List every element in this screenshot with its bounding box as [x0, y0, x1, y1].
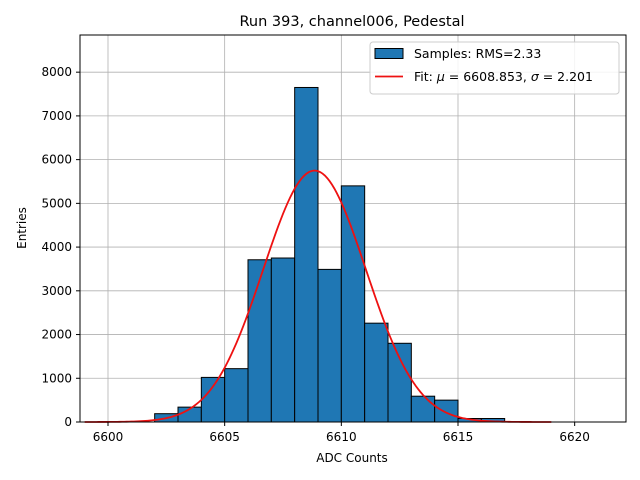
x-axis-label: ADC Counts	[316, 451, 388, 465]
x-tick-label: 6600	[93, 430, 124, 444]
y-tick-label: 2000	[41, 328, 72, 342]
histogram-bar	[364, 322, 389, 423]
y-tick-label: 8000	[41, 65, 72, 79]
fit-curve	[84, 169, 552, 423]
y-tick-label: 0	[64, 415, 72, 429]
legend: Samples: RMS=2.33 Fit: μ = 6608.853, σ =…	[369, 41, 620, 95]
x-tick-label: 6620	[559, 430, 590, 444]
histogram-bar	[434, 399, 459, 423]
plot-frame	[79, 34, 627, 423]
legend-fit-label: Fit: μ = 6608.853, σ = 2.201	[414, 69, 593, 84]
x-tick-label: 6615	[443, 430, 474, 444]
histogram-bar	[387, 342, 412, 423]
legend-mu-symbol: μ	[436, 69, 445, 84]
legend-mu-value: = 6608.853,	[445, 69, 531, 84]
histogram-bar	[224, 368, 249, 423]
y-tick-label: 7000	[41, 109, 72, 123]
y-tick-label: 4000	[41, 240, 72, 254]
histogram-bar	[410, 395, 436, 423]
histogram-bar	[294, 86, 319, 423]
y-tick-label: 3000	[41, 284, 72, 298]
gaussian-fit	[84, 169, 552, 423]
y-axis-label: Entries	[15, 207, 29, 249]
legend-sigma-symbol: σ	[531, 69, 540, 84]
legend-samples-label: Samples: RMS=2.33	[414, 46, 541, 61]
histogram-bar	[317, 268, 342, 423]
histogram-bar	[270, 257, 296, 423]
y-tick-label: 1000	[41, 371, 72, 385]
histogram-bars	[154, 86, 506, 423]
histogram-bar	[247, 259, 272, 423]
y-tick-label: 5000	[41, 196, 72, 210]
legend-samples-swatch	[374, 48, 404, 59]
x-axis-ticks: 6600 6605 6610 6615 6620	[93, 422, 590, 444]
legend-sigma-value: = 2.201	[539, 69, 593, 84]
x-tick-label: 6610	[326, 430, 357, 444]
histogram-bar	[340, 185, 366, 423]
y-tick-label: 6000	[41, 153, 72, 167]
legend-fit-prefix: Fit:	[414, 69, 437, 84]
y-axis-ticks: 0 1000 2000 3000 4000 5000 6000 7000 8000	[41, 65, 80, 429]
x-tick-label: 6605	[209, 430, 240, 444]
histogram-bar	[200, 376, 226, 423]
chart-title: Run 393, channel006, Pedestal	[239, 14, 464, 30]
legend-box	[369, 41, 620, 95]
